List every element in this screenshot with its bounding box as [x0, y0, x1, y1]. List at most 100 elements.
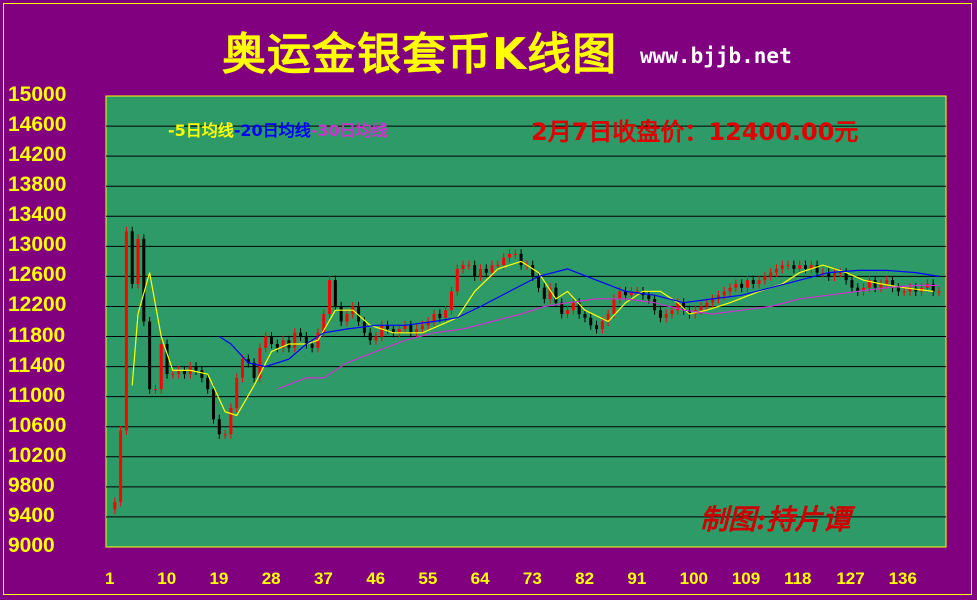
- candle-body: [246, 359, 250, 363]
- candle-body: [705, 302, 709, 307]
- x-tick-label: 10: [157, 569, 177, 588]
- candle-body: [171, 374, 175, 376]
- y-tick-label: 13800: [8, 173, 67, 197]
- candle-body: [740, 283, 744, 288]
- x-tick-label: 100: [679, 569, 708, 588]
- candle-body: [374, 336, 378, 341]
- x-tick-label: 28: [261, 569, 281, 588]
- candle-body: [310, 344, 314, 348]
- candle-body: [502, 257, 506, 266]
- candle-body: [734, 283, 738, 288]
- candle-body: [275, 344, 279, 348]
- candle-body: [322, 313, 326, 333]
- candle-body: [252, 362, 256, 378]
- legend-ma5: -5日均线: [168, 121, 234, 140]
- candle-body: [937, 291, 941, 293]
- candle-body: [484, 268, 488, 273]
- plot-area: [105, 95, 947, 548]
- candle-body: [513, 253, 517, 255]
- candle-body: [844, 272, 848, 281]
- y-tick-label: 10200: [8, 443, 67, 467]
- candle-body: [537, 276, 541, 288]
- candle-body: [722, 291, 726, 296]
- x-tick-label: 136: [888, 569, 917, 588]
- candle-body: [833, 272, 837, 277]
- candle-body: [873, 280, 877, 288]
- candle-body: [206, 377, 210, 390]
- candle-body: [339, 306, 343, 322]
- legend-ma30: -30日均线: [310, 121, 388, 140]
- candle-body: [328, 280, 332, 314]
- candle-body: [618, 291, 622, 299]
- candle-body: [879, 283, 883, 288]
- x-tick-label: 109: [731, 569, 761, 588]
- candle-body: [653, 298, 657, 311]
- candle-body: [449, 291, 453, 311]
- y-tick-label: 10600: [8, 413, 67, 437]
- candle-body: [467, 265, 471, 267]
- y-tick-label: 12200: [8, 293, 67, 317]
- candle-body: [896, 287, 900, 292]
- x-tick-label: 73: [522, 569, 542, 588]
- candle-body: [589, 317, 593, 326]
- candle-body: [403, 325, 407, 330]
- author-credit: 制图:持片谭: [700, 503, 851, 536]
- candle-body: [560, 302, 564, 314]
- candle-body: [931, 283, 935, 292]
- candle-body: [798, 265, 802, 269]
- site-url: www.bjjb.net: [640, 44, 792, 68]
- candle-body: [792, 265, 796, 269]
- y-tick-label: 9800: [8, 473, 55, 497]
- candle-body: [711, 298, 715, 303]
- candle-body: [229, 407, 233, 435]
- legend: -5日均线-20日均线-30日均线: [168, 117, 388, 141]
- candle-body: [293, 332, 297, 348]
- candle-body: [676, 302, 680, 311]
- x-tick-label: 46: [366, 569, 386, 588]
- y-tick-label: 14200: [8, 143, 67, 167]
- candle-body: [670, 310, 674, 314]
- candle-body: [148, 321, 152, 390]
- candle-body: [786, 265, 790, 267]
- ma-line: [218, 268, 940, 368]
- legend-ma20: -20日均线: [233, 121, 311, 140]
- y-tick-label: 12600: [8, 263, 67, 287]
- y-tick-label: 14600: [8, 113, 67, 137]
- x-tick-label: 127: [836, 569, 865, 588]
- candle-body: [142, 238, 146, 322]
- x-tick-label: 82: [575, 569, 595, 588]
- candle-body: [333, 280, 337, 307]
- candle-body: [357, 306, 361, 322]
- candle-body: [519, 253, 523, 266]
- x-tick-label: 64: [470, 569, 490, 588]
- candle-body: [391, 329, 395, 333]
- candle-body: [223, 434, 227, 436]
- y-tick-label: 15000: [8, 83, 67, 106]
- candles: [113, 226, 941, 514]
- candle-body: [444, 310, 448, 318]
- candle-body: [745, 280, 749, 288]
- candle-body: [821, 272, 825, 274]
- candle-body: [908, 287, 912, 292]
- candle-body: [566, 310, 570, 314]
- y-tick-label: 13000: [8, 233, 67, 257]
- x-tick-label: 1: [105, 569, 115, 588]
- candle-body: [426, 321, 430, 326]
- candle-body: [867, 280, 871, 288]
- y-tick-label: 13400: [8, 203, 67, 227]
- candle-body: [838, 272, 842, 274]
- candle-body: [809, 265, 813, 269]
- candle-body: [130, 231, 134, 284]
- candle-body: [345, 313, 349, 322]
- x-tick-label: 91: [627, 569, 647, 588]
- candle-body: [240, 359, 244, 378]
- candle-body: [507, 253, 511, 258]
- candle-body: [606, 313, 610, 322]
- candle-body: [258, 347, 262, 378]
- candle-body: [397, 329, 401, 333]
- grid-lines: [106, 125, 946, 518]
- candle-body: [211, 389, 215, 420]
- candle-body: [780, 265, 784, 269]
- candle-body: [136, 238, 140, 284]
